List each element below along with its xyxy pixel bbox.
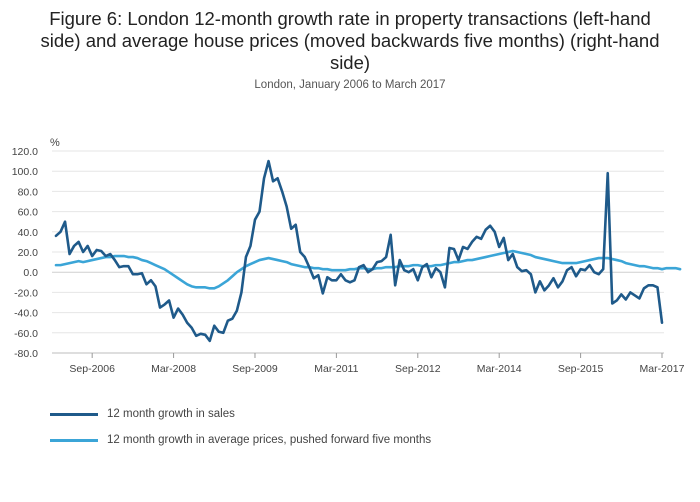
y-tick-label: 40.0 (18, 227, 39, 239)
y-tick-label: 60.0 (18, 207, 39, 219)
y-tick-label: -80.0 (14, 348, 38, 360)
y-tick-label: 100.0 (12, 166, 38, 178)
series-line-sales-growth[interactable] (54, 159, 664, 343)
series-lines (54, 159, 682, 343)
chart-subtitle: London, January 2006 to March 2017 (254, 79, 446, 91)
x-tick-label: Mar-2017 (640, 363, 685, 375)
axes: % 120.0 100.0 80.0 60.0 40.0 20.0 0.0 -20.0 -40.… (12, 137, 685, 375)
legend-swatch-prices (50, 438, 98, 442)
y-axis-unit-label: % (50, 137, 60, 149)
legend-label-sales: 12 month growth in sales (107, 408, 235, 420)
legend-label-prices: 12 month growth in average prices, pushe… (107, 434, 432, 446)
y-tick-label: -40.0 (14, 308, 38, 320)
chart-title-line-2: side) and average house prices (moved ba… (40, 30, 660, 51)
y-tick-label: 120.0 (12, 146, 38, 158)
y-tick-label: -20.0 (14, 287, 38, 299)
chart-title: Figure 6: London 12-month growth rate in… (0, 8, 700, 74)
x-tick-label: Sep-2012 (395, 363, 441, 375)
x-tick-label: Mar-2014 (477, 363, 522, 375)
x-tick-label: Sep-2015 (558, 363, 604, 375)
x-tick-label: Sep-2009 (232, 363, 278, 375)
chart-title-line-3: side) (329, 52, 371, 73)
legend-item-sales[interactable]: 12 month growth in sales (50, 406, 650, 422)
legend-item-prices[interactable]: 12 month growth in average prices, pushe… (50, 432, 650, 448)
gridlines (52, 150, 664, 354)
y-tick-label: 20.0 (18, 247, 39, 259)
x-tick-label: Mar-2011 (314, 363, 358, 375)
series-line-price-growth[interactable] (54, 249, 682, 290)
y-tick-label: 0.0 (23, 267, 38, 279)
y-tick-label: -60.0 (14, 328, 38, 340)
chart-title-line-1: Figure 6: London 12-month growth rate in… (49, 8, 651, 29)
x-tick-label: Sep-2006 (69, 363, 115, 375)
legend-swatch-sales (50, 412, 98, 416)
y-tick-label: 80.0 (18, 186, 39, 198)
x-tick-label: Mar-2008 (151, 363, 196, 375)
